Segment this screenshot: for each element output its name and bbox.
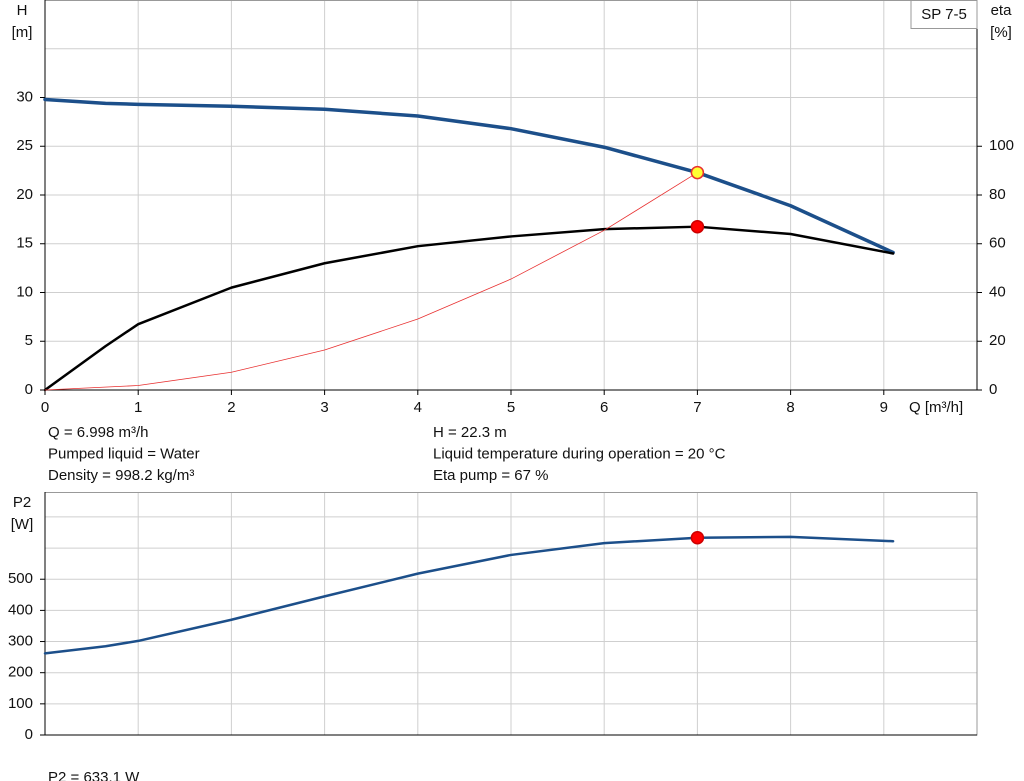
y2-tick-label: 20: [989, 332, 1006, 349]
x-tick-label: 7: [693, 399, 701, 416]
y-axis-unit: [m]: [12, 24, 33, 41]
x-tick-label: 9: [880, 399, 888, 416]
y2-tick-label: 80: [989, 186, 1006, 203]
annotation: P2 = 633.1 W: [48, 769, 140, 781]
y-tick-label: 15: [16, 235, 33, 252]
x-tick-label: 1: [134, 399, 142, 416]
y-tick-label: 500: [8, 570, 33, 587]
y2-axis-label: eta: [991, 2, 1013, 19]
duty-point: [690, 219, 705, 234]
annotation: Q = 6.998 m³/h: [48, 424, 148, 441]
x-tick-label: 6: [600, 399, 608, 416]
annotation: Eta pump = 67 %: [433, 467, 549, 484]
y-tick-label: 5: [25, 332, 33, 349]
curve: [43, 97, 895, 255]
y-axis-label: P2: [13, 494, 31, 511]
duty-point: [690, 165, 705, 180]
annotation: Density = 998.2 kg/m³: [48, 467, 194, 484]
curve: [44, 172, 698, 391]
y-axis-label: H: [17, 2, 28, 19]
x-axis-label: Q [m³/h]: [909, 399, 963, 416]
y-tick-label: 400: [8, 601, 33, 618]
x-tick-label: 4: [414, 399, 422, 416]
x-tick-label: 2: [227, 399, 235, 416]
duty-point: [690, 531, 705, 545]
annotation: H = 22.3 m: [433, 424, 507, 441]
y2-axis-unit: [%]: [990, 24, 1012, 41]
annotation: Liquid temperature during operation = 20…: [433, 445, 726, 462]
x-tick-label: 0: [41, 399, 49, 416]
y-tick-label: 0: [25, 381, 33, 398]
x-tick-label: 3: [320, 399, 328, 416]
y-axis-unit: [W]: [11, 516, 34, 533]
y-tick-label: 200: [8, 664, 33, 681]
y-tick-label: 30: [16, 88, 33, 105]
title-box: [910, 0, 978, 29]
y-tick-label: 300: [8, 633, 33, 650]
y2-tick-label: 0: [989, 381, 997, 398]
curve: [43, 225, 895, 392]
chart-title: SP 7-5: [921, 6, 967, 23]
y-tick-label: 100: [8, 695, 33, 712]
curve: [43, 535, 895, 655]
x-tick-label: 5: [507, 399, 515, 416]
y2-tick-label: 100: [989, 137, 1014, 154]
y2-tick-label: 60: [989, 235, 1006, 252]
y2-tick-label: 40: [989, 283, 1006, 300]
annotation: Pumped liquid = Water: [48, 445, 200, 462]
y-tick-label: 25: [16, 137, 33, 154]
y-tick-label: 0: [25, 726, 33, 743]
y-tick-label: 20: [16, 186, 33, 203]
y-tick-label: 10: [16, 283, 33, 300]
x-tick-label: 8: [786, 399, 794, 416]
